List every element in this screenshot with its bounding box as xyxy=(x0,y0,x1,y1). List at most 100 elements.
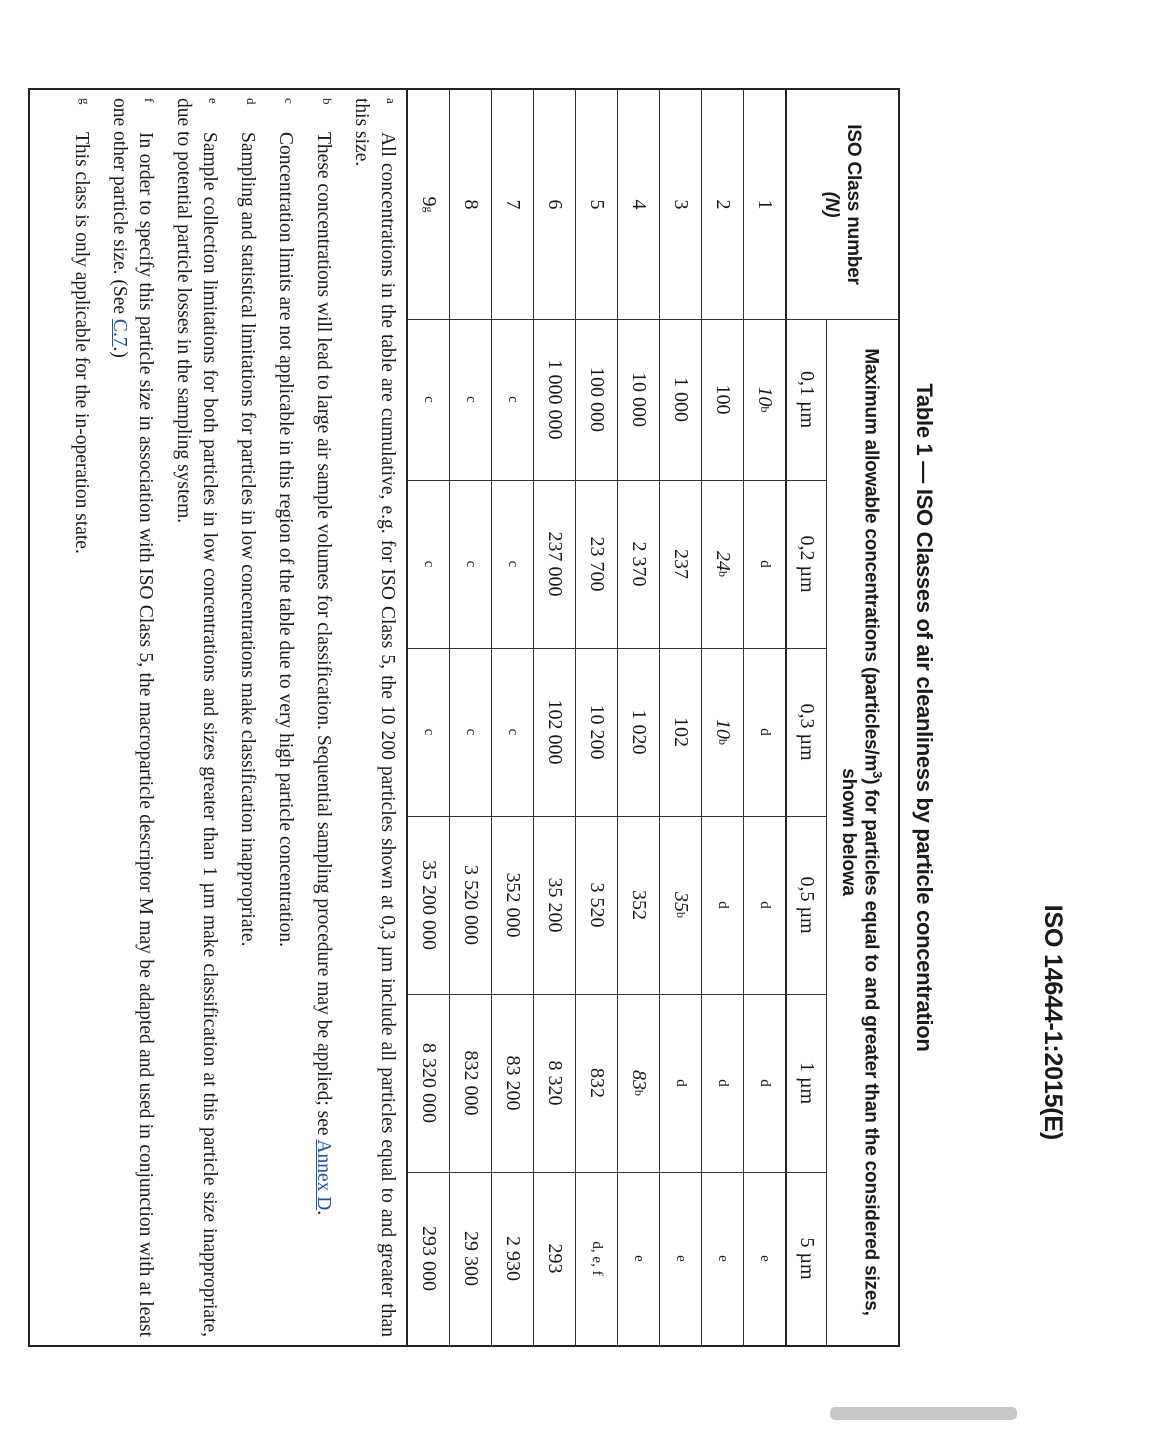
concentration-value: 1 000 xyxy=(670,377,693,422)
class-header-line2: (N) xyxy=(821,191,842,218)
concentration-cell: 832 xyxy=(576,994,618,1172)
cross-reference-link[interactable]: C.7 xyxy=(109,318,130,347)
concentration-cell: d xyxy=(744,648,786,816)
footnote-label: g xyxy=(78,98,93,105)
concentration-cell: 100 xyxy=(702,319,744,480)
concentration-cell: 1 020 xyxy=(618,648,660,816)
concentration-value: 832 000 xyxy=(460,1050,483,1116)
footnote-text: Sample collection limitations for both p… xyxy=(173,98,220,1337)
concentration-cell: 2 930 xyxy=(492,1172,534,1345)
footnote-text: All concentrations in the table are cumu… xyxy=(351,98,398,1337)
footnote-text: In order to specify this particle size i… xyxy=(109,98,156,1337)
concentration-value: 2 930 xyxy=(502,1236,525,1281)
size-column-header: 5 µm xyxy=(786,1172,827,1345)
class-number: 4 xyxy=(628,199,651,210)
concentration-cell: 29 300 xyxy=(450,1172,492,1345)
footnote-ref: c xyxy=(463,728,480,736)
concentration-cell: d xyxy=(744,480,786,648)
footnote-label: d xyxy=(244,98,259,105)
concentration-value: 832 xyxy=(586,1068,609,1098)
concentration-cell: c xyxy=(408,648,450,816)
size-label: 0,3 µm xyxy=(796,703,818,761)
concentration-value: 100 000 xyxy=(586,367,609,432)
concentration-cell: 293 000 xyxy=(408,1172,450,1345)
concentration-value: 10 xyxy=(754,386,777,407)
concentration-value: 102 000 xyxy=(544,699,567,765)
size-label: 1 µm xyxy=(796,1061,818,1105)
table-rule xyxy=(533,90,534,1345)
class-header-line1: ISO Class number xyxy=(843,124,864,285)
concentration-cell: 102 000 xyxy=(534,648,576,816)
table-title: Table 1 — ISO Classes of air cleanliness… xyxy=(912,383,937,1052)
concentration-value: 100 xyxy=(712,384,735,415)
concentration-cell: c xyxy=(450,648,492,816)
size-column-header: 0,3 µm xyxy=(786,648,827,816)
concentration-cell: 35 b xyxy=(670,892,693,918)
size-column-header: 0,5 µm xyxy=(786,816,827,994)
footnote-ref: c xyxy=(421,560,438,568)
size-label: 0,5 µm xyxy=(796,876,818,934)
concentration-cell: 10 b xyxy=(754,386,777,413)
table-rule xyxy=(408,480,827,481)
concentration-cell: 83 b xyxy=(628,1070,651,1096)
table-rule xyxy=(491,90,492,1345)
class-number: 2 xyxy=(712,199,735,210)
concentration-cell: 352 xyxy=(618,816,660,994)
table-rule xyxy=(826,319,827,1345)
scrollbar-thumb[interactable] xyxy=(830,1407,1017,1420)
concentration-cell: c xyxy=(492,648,534,816)
table-rule xyxy=(743,90,744,1345)
concentration-cell: 8 320 xyxy=(534,994,576,1172)
footnote-text: These concentrations will lead to large … xyxy=(313,132,334,1140)
concentration-cell: 1 000 000 xyxy=(534,319,576,480)
concentration-cell: e xyxy=(660,1172,702,1345)
footnote-ref: d xyxy=(757,728,774,736)
class-number-header: ISO Class number (N) xyxy=(786,90,898,319)
concentration-value: 2 370 xyxy=(628,541,651,587)
concentration-cell: d xyxy=(702,994,744,1172)
concentration-header-text: Maximum allowable concentrations (partic… xyxy=(837,329,887,1335)
class-number-cell: 8 xyxy=(450,90,492,319)
footnote-c: c Concentration limits are not applicable… xyxy=(272,98,302,1337)
concentration-value: 8 320 xyxy=(544,1060,567,1106)
concentration-cell: 102 xyxy=(660,648,702,816)
table-rule xyxy=(408,994,827,995)
footnote-ref-a: a xyxy=(838,885,860,896)
footnote-ref: c xyxy=(421,728,438,736)
footnote-ref: d xyxy=(757,560,774,568)
footnote-ref: e xyxy=(631,1255,648,1262)
concentration-cell: e xyxy=(744,1172,786,1345)
concentration-value: 1 000 000 xyxy=(544,359,567,440)
footnote-ref: c xyxy=(421,396,438,403)
size-label: 0,2 µm xyxy=(796,535,818,593)
concentration-cell: e xyxy=(702,1172,744,1345)
concentration-value: 83 xyxy=(628,1070,651,1090)
table-rule xyxy=(406,90,408,1345)
concentration-value: 29 300 xyxy=(460,1231,483,1286)
cross-reference-link[interactable]: Annex D xyxy=(313,1139,334,1211)
footnote-ref: d xyxy=(715,901,732,909)
concentration-value: 102 xyxy=(670,717,693,747)
concentration-value: 293 xyxy=(544,1243,567,1274)
concentration-value: 1 020 xyxy=(628,709,651,755)
footnote-ref: c xyxy=(505,560,522,568)
concentration-value: 3 520 xyxy=(586,882,609,928)
iso-classes-table: ISO Class number (N) Maximum allowable con… xyxy=(28,88,900,1347)
concentration-cell: d, e, f xyxy=(576,1172,618,1345)
footnote-label: f xyxy=(142,98,157,103)
concentration-value: 352 000 xyxy=(502,872,525,938)
table-rule xyxy=(701,90,702,1345)
concentration-cell: 352 000 xyxy=(492,816,534,994)
footnote-a: aAll concentrations in the table are cum… xyxy=(348,98,404,1337)
concentration-cell: 832 000 xyxy=(450,994,492,1172)
table-rule xyxy=(659,90,660,1345)
table-rule xyxy=(408,319,898,320)
footnote-ref: d, e, f xyxy=(589,1241,606,1276)
footnote-label: e xyxy=(206,98,221,104)
footnote-ref: c xyxy=(505,728,522,736)
footnote-text: Sampling and statistical limitations for… xyxy=(237,132,258,947)
concentration-cell: 1 000 xyxy=(660,319,702,480)
table-rule xyxy=(575,90,576,1345)
concentration-cell: 10 000 xyxy=(618,319,660,480)
